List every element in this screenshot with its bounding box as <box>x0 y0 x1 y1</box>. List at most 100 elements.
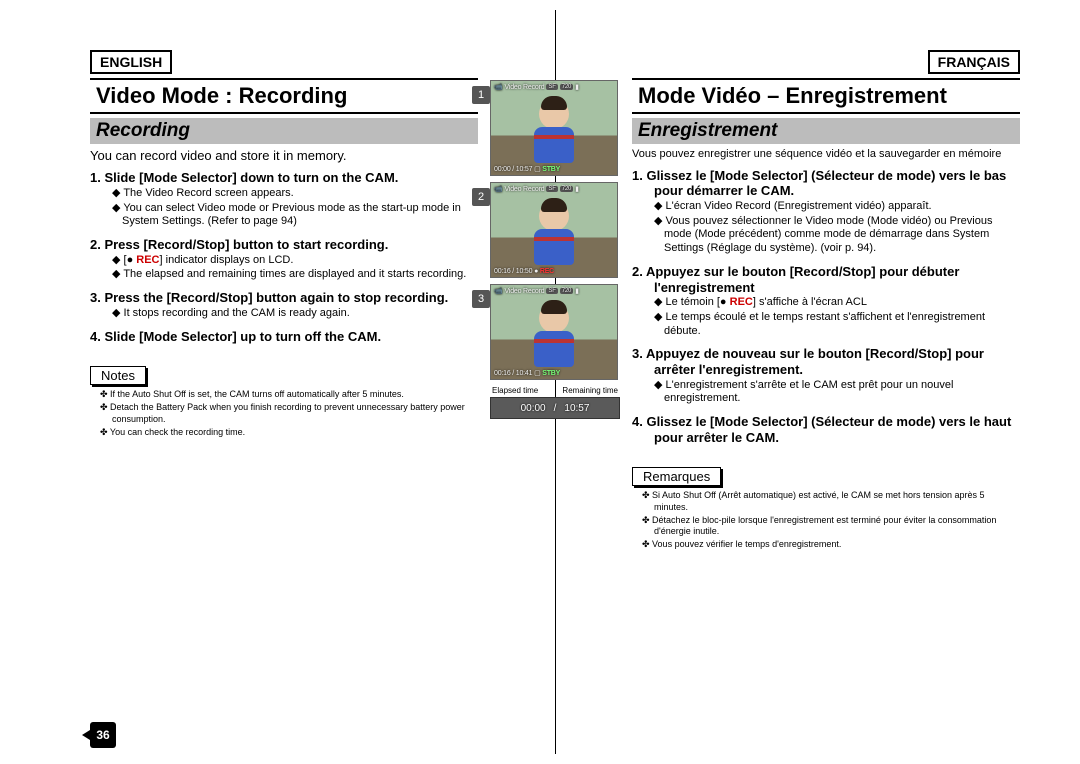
page-title-en: Video Mode : Recording <box>90 78 478 114</box>
elapsed-time: 00:16 <box>494 268 511 275</box>
french-column: FRANÇAIS Mode Vidéo – Enregistrement Enr… <box>620 50 1020 744</box>
step-subitem: It stops recording and the CAM is ready … <box>112 307 478 321</box>
step-item: 4. Glissez le [Mode Selector] (Sélecteur… <box>632 414 1020 445</box>
intro-text-en: You can record video and store it in mem… <box>90 148 478 164</box>
elapsed-callout: Elapsed time Remaining time 00:00/10:57 <box>490 386 620 419</box>
step-item: 3. Press the [Record/Stop] button again … <box>90 290 478 320</box>
quality-chip: SF <box>546 84 557 90</box>
page-number-badge: 36 <box>90 722 116 748</box>
elapsed-value: 00:00 <box>521 403 546 414</box>
elapsed-bar: 00:00/10:57 <box>490 397 620 419</box>
screenshot-column: 1📹 Video Record SF 720 ▮00:00 / 10:57 ▢ … <box>490 80 620 419</box>
notes-list-fr: Si Auto Shut Off (Arrêt automatique) est… <box>632 490 1020 550</box>
step-item: 1. Glissez le [Mode Selector] (Sélecteur… <box>632 168 1020 256</box>
language-label-fr: FRANÇAIS <box>928 50 1020 74</box>
step-sublist: [● REC] indicator displays on LCD.The el… <box>90 254 478 283</box>
section-subtitle-fr: Enregistrement <box>632 118 1020 144</box>
step-heading: 2. Press [Record/Stop] button to start r… <box>90 237 478 253</box>
step-sublist: The Video Record screen appears.You can … <box>90 187 478 229</box>
osd-bottom-row: 00:16 / 10:50 ● REC <box>494 268 614 275</box>
status-label: STBY <box>542 166 560 173</box>
step-subitem: You can select Video mode or Previous mo… <box>112 202 478 230</box>
step-heading: 3. Appuyez de nouveau sur le bouton [Rec… <box>632 346 1020 377</box>
step-subitem: Le temps écoulé et le temps restant s'af… <box>654 311 1020 339</box>
step-sublist: Le témoin [● REC] s'affiche à l'écran AC… <box>632 296 1020 338</box>
remaining-time: 10:50 <box>516 268 533 275</box>
step-subitem: L'enregistrement s'arrête et le CAM est … <box>654 379 1020 407</box>
osd-mode-label: Video Record <box>505 186 545 193</box>
elapsed-time: 00:16 <box>494 370 511 377</box>
note-item: You can check the recording time. <box>100 427 478 438</box>
osd-mode-label: Video Record <box>505 84 545 91</box>
battery-icon: ▮ <box>575 83 579 91</box>
note-item: Detach the Battery Pack when you finish … <box>100 402 478 425</box>
english-column: ENGLISH Video Mode : Recording Recording… <box>90 50 490 744</box>
screenshot-wrap: 3📹 Video Record SF 720 ▮00:16 / 10:41 ▢ … <box>490 284 620 380</box>
notes-label-en: Notes <box>90 366 146 385</box>
step-heading: 3. Press the [Record/Stop] button again … <box>90 290 478 306</box>
step-heading: 4. Glissez le [Mode Selector] (Sélecteur… <box>632 414 1020 445</box>
size-chip: 720 <box>560 186 573 192</box>
step-sublist: L'écran Video Record (Enregistrement vid… <box>632 200 1020 256</box>
step-item: 1. Slide [Mode Selector] down to turn on… <box>90 170 478 229</box>
lcd-screenshot: 📹 Video Record SF 720 ▮ 00:16 / 10:41 ▢ S… <box>490 284 618 380</box>
osd-top-row: 📹 Video Record SF 720 ▮ <box>494 185 614 193</box>
note-item: Détachez le bloc-pile lorsque l'enregist… <box>642 515 1020 538</box>
step-sublist: It stops recording and the CAM is ready … <box>90 307 478 321</box>
subject-figure <box>529 201 579 267</box>
camcorder-icon: 📹 <box>494 287 503 295</box>
lcd-screenshot: 📹 Video Record SF 720 ▮ 00:16 / 10:50 ● R… <box>490 182 618 278</box>
notes-label-fr: Remarques <box>632 467 721 486</box>
osd-top-row: 📹 Video Record SF 720 ▮ <box>494 287 614 295</box>
screenshot-wrap: 2📹 Video Record SF 720 ▮00:16 / 10:50 ● … <box>490 182 620 278</box>
section-subtitle-en: Recording <box>90 118 478 144</box>
screenshot-wrap: 1📹 Video Record SF 720 ▮00:00 / 10:57 ▢ … <box>490 80 620 176</box>
steps-list-fr: 1. Glissez le [Mode Selector] (Sélecteur… <box>632 168 1020 446</box>
remaining-label: Remaining time <box>562 386 618 395</box>
size-chip: 720 <box>560 288 573 294</box>
lcd-screenshot: 📹 Video Record SF 720 ▮00:00 / 10:57 ▢ S… <box>490 80 618 176</box>
size-chip: 720 <box>560 84 573 90</box>
step-heading: 1. Slide [Mode Selector] down to turn on… <box>90 170 478 186</box>
step-subitem: Le témoin [● REC] s'affiche à l'écran AC… <box>654 296 1020 310</box>
note-item: Si Auto Shut Off (Arrêt automatique) est… <box>642 490 1020 513</box>
step-sublist: L'enregistrement s'arrête et le CAM est … <box>632 379 1020 407</box>
remaining-value: 10:57 <box>564 403 589 414</box>
step-item: 3. Appuyez de nouveau sur le bouton [Rec… <box>632 346 1020 406</box>
battery-icon: ▮ <box>575 185 579 193</box>
status-icon: ▢ <box>534 166 540 173</box>
center-strip: 1📹 Video Record SF 720 ▮00:00 / 10:57 ▢ … <box>490 50 620 744</box>
notes-list-en: If the Auto Shut Off is set, the CAM tur… <box>90 389 478 438</box>
elapsed-label: Elapsed time <box>492 386 538 395</box>
note-item: If the Auto Shut Off is set, the CAM tur… <box>100 389 478 400</box>
screenshot-number: 1 <box>472 86 490 104</box>
osd-bottom-row: 00:16 / 10:41 ▢ STBY <box>494 369 614 377</box>
step-item: 4. Slide [Mode Selector] up to turn off … <box>90 329 478 345</box>
steps-list-en: 1. Slide [Mode Selector] down to turn on… <box>90 170 478 344</box>
quality-chip: SF <box>546 288 557 294</box>
note-item: Vous pouvez vérifier le temps d'enregist… <box>642 539 1020 550</box>
step-heading: 2. Appuyez sur le bouton [Record/Stop] p… <box>632 264 1020 295</box>
screenshot-number: 2 <box>472 188 490 206</box>
subject-figure <box>529 99 579 165</box>
remaining-time: 10:57 <box>516 166 533 173</box>
camcorder-icon: 📹 <box>494 185 503 193</box>
step-subitem: L'écran Video Record (Enregistrement vid… <box>654 200 1020 214</box>
language-label-en: ENGLISH <box>90 50 172 74</box>
subject-figure <box>529 303 579 369</box>
status-icon: ▢ <box>534 370 540 377</box>
step-subitem: [● REC] indicator displays on LCD. <box>112 254 478 268</box>
elapsed-time: 00:00 <box>494 166 511 173</box>
remaining-time: 10:41 <box>516 370 533 377</box>
screenshot-number: 3 <box>472 290 490 308</box>
osd-mode-label: Video Record <box>505 288 545 295</box>
status-label: REC <box>540 268 554 275</box>
step-heading: 1. Glissez le [Mode Selector] (Sélecteur… <box>632 168 1020 199</box>
page-title-fr: Mode Vidéo – Enregistrement <box>632 78 1020 114</box>
manual-page: ENGLISH Video Mode : Recording Recording… <box>0 0 1080 764</box>
step-subitem: The elapsed and remaining times are disp… <box>112 268 478 282</box>
camcorder-icon: 📹 <box>494 83 503 91</box>
quality-chip: SF <box>546 186 557 192</box>
step-subitem: Vous pouvez sélectionner le Video mode (… <box>654 215 1020 256</box>
status-label: STBY <box>542 370 560 377</box>
